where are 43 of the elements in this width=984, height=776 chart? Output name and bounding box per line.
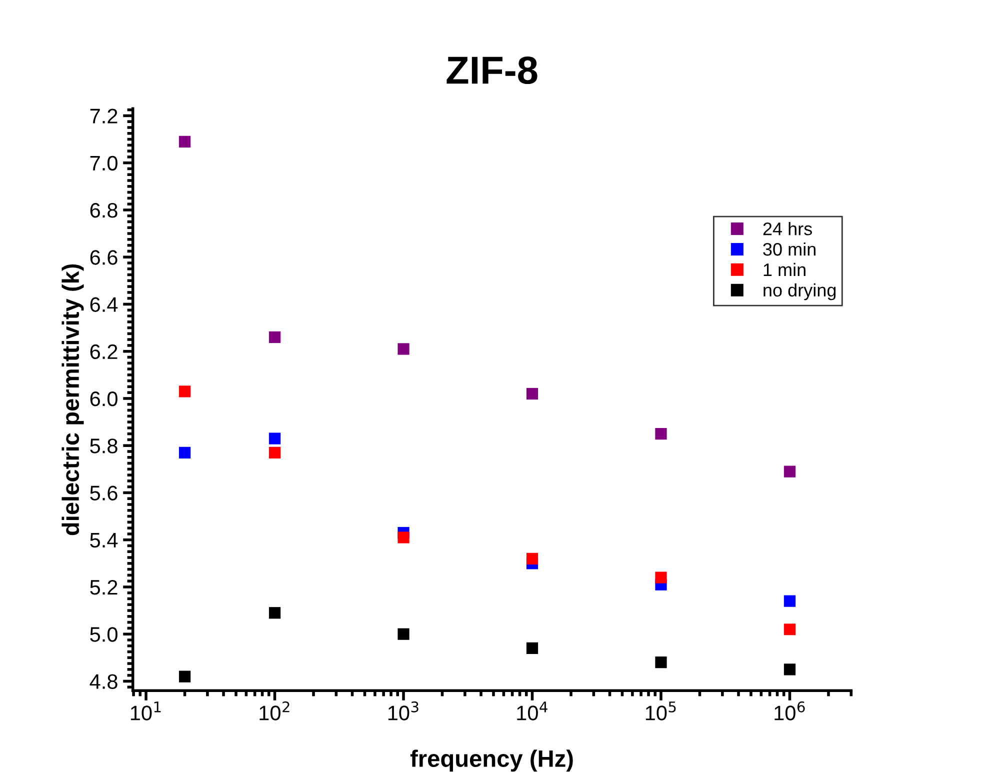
legend-label: 30 min: [763, 242, 816, 256]
y-tick-label: 5.2: [90, 580, 118, 595]
legend-label: no drying: [764, 283, 836, 300]
x-tick-label: 10$^{4}$: [517, 702, 548, 720]
point: [398, 532, 410, 544]
chart-title: ZIF-8: [446, 56, 538, 84]
y-tick-label: 6.0: [90, 391, 118, 406]
x-axis-title: frequency (Hz): [410, 750, 573, 772]
point: [526, 642, 538, 654]
point: [784, 595, 796, 607]
point: [655, 656, 667, 668]
y-axis-title: dielectric permittivity (k): [62, 264, 84, 536]
point: [268, 446, 281, 458]
point: [268, 331, 281, 344]
x-tick-label: 10$^{1}$: [130, 702, 161, 720]
y-tick-label: 7.0: [90, 156, 118, 171]
y-tick-label: 7.2: [90, 108, 118, 124]
y-tick-label: 5.6: [90, 486, 118, 500]
x-tick-label: 10$^{5}$: [646, 702, 676, 720]
y-tick-label: 5.4: [90, 533, 118, 548]
legend-label: 24 hrs: [763, 222, 812, 236]
y-tick-label: 5.0: [90, 627, 118, 642]
y-tick-label: 6.2: [90, 344, 118, 360]
point: [655, 428, 667, 440]
point: [784, 664, 796, 676]
y-tick-label: 4.8: [90, 674, 118, 689]
y-tick-label: 5.8: [90, 438, 118, 454]
point: [526, 388, 538, 400]
point: [398, 343, 410, 355]
point: [655, 572, 667, 584]
point: [526, 552, 538, 564]
point: [784, 624, 796, 636]
y-tick-label: 6.4: [90, 297, 118, 312]
x-tick-label: 10$^{3}$: [388, 701, 418, 720]
y-tick-label: 6.6: [90, 250, 118, 265]
point: [784, 466, 796, 478]
legend-label: 1 min: [764, 262, 806, 276]
x-tick-label: 10$^{6}$: [774, 701, 805, 720]
y-tick-label: 6.8: [90, 202, 118, 218]
point: [398, 628, 410, 640]
x-tick-label: 10$^{2}$: [260, 701, 290, 720]
point: [268, 432, 281, 444]
point: [268, 607, 281, 619]
